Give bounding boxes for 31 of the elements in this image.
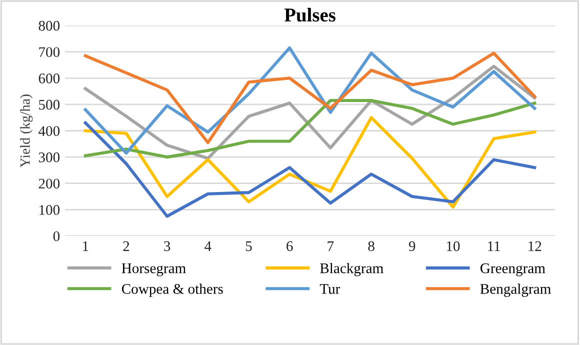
x-tick-label: 9 [408,241,416,252]
x-tick-label: 6 [286,241,293,252]
y-tick-label: 800 [38,20,60,31]
x-tick-label: 10 [446,241,460,252]
x-tick-label: 4 [204,241,212,251]
y-tick-label: 400 [38,126,60,136]
line-series [84,98,536,159]
chart-title: Pulses [284,8,336,22]
x-tick-label: 1 [83,241,88,251]
x-tick-label: 3 [164,241,170,252]
legend-label: Bengalgram [480,284,551,297]
x-tick-label: 7 [328,241,334,251]
y-tick-label: 100 [40,205,60,215]
x-tick-label: 2 [123,241,130,251]
x-tick-label: 5 [246,241,252,252]
x-tick-label: 8 [368,241,374,252]
x-tick-label: 11 [488,241,500,251]
x-tick-label: 12 [528,241,542,251]
y-tick-label: 0 [53,231,60,242]
line-series [84,64,536,160]
y-tick-label: 600 [38,74,60,84]
y-tick-label: 300 [38,152,60,162]
legend-label: Tur [320,284,340,294]
y-tick-label: 500 [39,100,60,110]
legend-label: Horsegram [122,264,186,276]
y-axis-title: Yield (kg/ha) [20,94,33,168]
legend-label: Greengram [480,263,546,276]
y-tick-label: 700 [39,47,60,58]
legend-label: Cowpea & others [122,284,223,297]
legend-label: Blackgram [320,262,384,276]
y-tick-label: 200 [38,178,60,189]
